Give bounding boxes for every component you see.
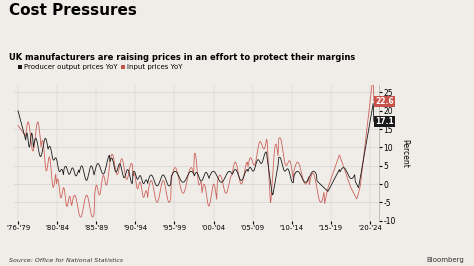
Text: 17.1: 17.1: [375, 117, 394, 126]
Text: 22.6: 22.6: [375, 97, 394, 106]
Text: Bloomberg: Bloomberg: [427, 257, 465, 263]
Text: Source: Office for National Statistics: Source: Office for National Statistics: [9, 258, 124, 263]
Text: Cost Pressures: Cost Pressures: [9, 3, 137, 18]
Legend: Producer output prices YoY, Input prices YoY: Producer output prices YoY, Input prices…: [18, 64, 183, 70]
Text: UK manufacturers are raising prices in an effort to protect their margins: UK manufacturers are raising prices in a…: [9, 53, 356, 62]
Y-axis label: Percent: Percent: [401, 139, 410, 167]
